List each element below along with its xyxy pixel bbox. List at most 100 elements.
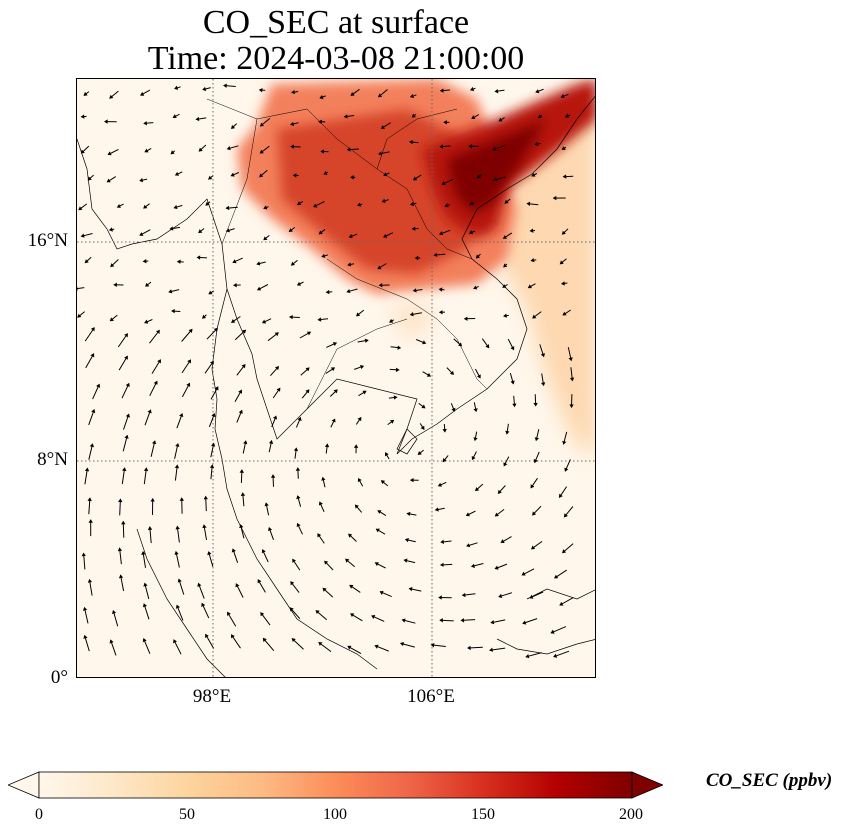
- wind-arrow-head: [412, 288, 417, 293]
- wind-arrow-head: [438, 595, 442, 600]
- wind-arrow-head: [529, 594, 534, 599]
- wind-arrow-head: [440, 539, 445, 545]
- wind-arrow-head: [558, 493, 563, 499]
- wind-arrow-head: [173, 639, 178, 644]
- wind-arrow-head: [498, 117, 503, 122]
- wind-arrow-head: [564, 113, 569, 118]
- colorbar-label: CO_SEC (ppbv): [706, 770, 833, 791]
- wind-arrow-head: [83, 91, 88, 96]
- wind-arrow-head: [357, 477, 362, 483]
- wind-arrow-head: [238, 409, 243, 414]
- wind-arrow-head: [569, 404, 574, 409]
- wind-arrow-head: [403, 558, 408, 563]
- wind-arrow-head: [240, 492, 246, 496]
- wind-arrow-head: [438, 231, 444, 236]
- wind-arrow-head: [442, 458, 447, 463]
- wind-arrow-head: [534, 437, 540, 442]
- wind-arrow-head: [292, 173, 297, 178]
- wind-arrow-head: [421, 404, 426, 409]
- wind-arrow-shaft: [205, 634, 215, 649]
- wind-arrow-shaft: [142, 551, 146, 568]
- wind-arrow-head: [226, 145, 231, 151]
- wind-arrow-head: [223, 83, 227, 88]
- wind-arrow-head: [422, 340, 427, 345]
- wind-arrow-head: [305, 367, 310, 372]
- wind-arrow-head: [559, 260, 564, 265]
- wind-arrow-head: [503, 263, 508, 268]
- wind-arrow-head: [296, 281, 302, 286]
- wind-arrow-head: [116, 203, 121, 208]
- wind-arrow-head: [125, 413, 131, 418]
- wind-arrow-head: [139, 177, 144, 183]
- wind-arrow-head: [232, 259, 237, 264]
- wind-arrow-head: [525, 654, 530, 659]
- wind-arrow-shaft: [119, 548, 122, 565]
- wind-arrow-shaft: [88, 444, 93, 460]
- wind-arrow-head: [318, 119, 322, 125]
- wind-arrow-head: [485, 344, 490, 349]
- wind-arrow-head: [151, 440, 157, 445]
- wind-arrow-head: [203, 495, 208, 500]
- wind-arrow-head: [268, 439, 274, 444]
- colorbar-tick-200: 200: [619, 806, 643, 823]
- wind-arrow-head: [505, 430, 510, 435]
- map-subtitle-time: Time: 2024-03-08 21:00:00: [147, 40, 525, 77]
- wind-arrow-head: [321, 253, 326, 258]
- wind-arrow-head: [242, 329, 247, 334]
- wind-arrow-head: [408, 587, 413, 592]
- wind-arrow-head: [290, 144, 294, 149]
- wind-arrow-head: [118, 574, 124, 579]
- wind-arrow-head: [290, 581, 295, 586]
- wind-arrow-head: [411, 113, 416, 118]
- wind-arrow-shaft: [227, 612, 237, 627]
- wind-arrow-head: [553, 574, 559, 579]
- wind-arrow-head: [332, 342, 338, 346]
- wind-arrow-head: [381, 198, 386, 203]
- wind-arrow-head: [195, 116, 200, 122]
- wind-arrow-head: [276, 387, 281, 392]
- wind-arrow-head: [225, 228, 230, 233]
- wind-arrow-head: [113, 282, 117, 287]
- wind-arrow-shaft: [144, 410, 151, 426]
- wind-arrow-head: [174, 464, 180, 469]
- wind-arrow-head: [439, 88, 444, 93]
- wind-arrow-head: [84, 467, 90, 472]
- wind-arrow-head: [317, 317, 322, 322]
- wind-arrow-head: [343, 114, 348, 119]
- wind-arrow-head: [502, 235, 508, 239]
- wind-arrow-head: [490, 620, 495, 625]
- wind-arrow-head: [397, 345, 402, 350]
- wind-arrow-shaft: [84, 635, 90, 652]
- wind-arrow-head: [346, 289, 351, 294]
- wind-arrow-head: [198, 229, 203, 234]
- wind-arrow-head: [230, 318, 236, 323]
- wind-arrow-head: [467, 645, 471, 651]
- map-canvas: [77, 79, 595, 677]
- wind-arrow-head: [561, 230, 566, 235]
- lon-tick-106e: 106°E: [407, 686, 455, 707]
- wind-arrow-shaft: [144, 583, 150, 600]
- wind-arrow-head: [354, 504, 359, 509]
- wind-arrow-head: [350, 175, 354, 180]
- wind-arrow-head: [256, 286, 262, 291]
- wind-arrow-head: [350, 613, 355, 618]
- wind-arrow-head: [225, 205, 230, 211]
- wind-arrow-head: [443, 120, 447, 125]
- colorbar-extend-min: [8, 771, 40, 799]
- wind-arrow-head: [498, 593, 503, 598]
- wind-arrow-head: [209, 360, 214, 365]
- wind-arrow-head: [243, 440, 248, 445]
- wind-arrow-head: [530, 258, 535, 263]
- colorbar-gradient: [8, 771, 663, 799]
- wind-arrow-head: [259, 122, 265, 127]
- wind-arrow-head: [399, 641, 404, 647]
- wind-arrow-head: [333, 389, 338, 394]
- wind-arrow-head: [275, 365, 280, 371]
- wind-arrow-head: [374, 644, 379, 649]
- wind-arrow-head: [561, 146, 566, 150]
- wind-arrow-head: [201, 602, 206, 607]
- wind-arrow-shaft: [201, 603, 210, 619]
- wind-arrow-head: [305, 389, 310, 394]
- wind-arrow-head: [143, 121, 147, 126]
- wind-arrow-head: [439, 562, 444, 567]
